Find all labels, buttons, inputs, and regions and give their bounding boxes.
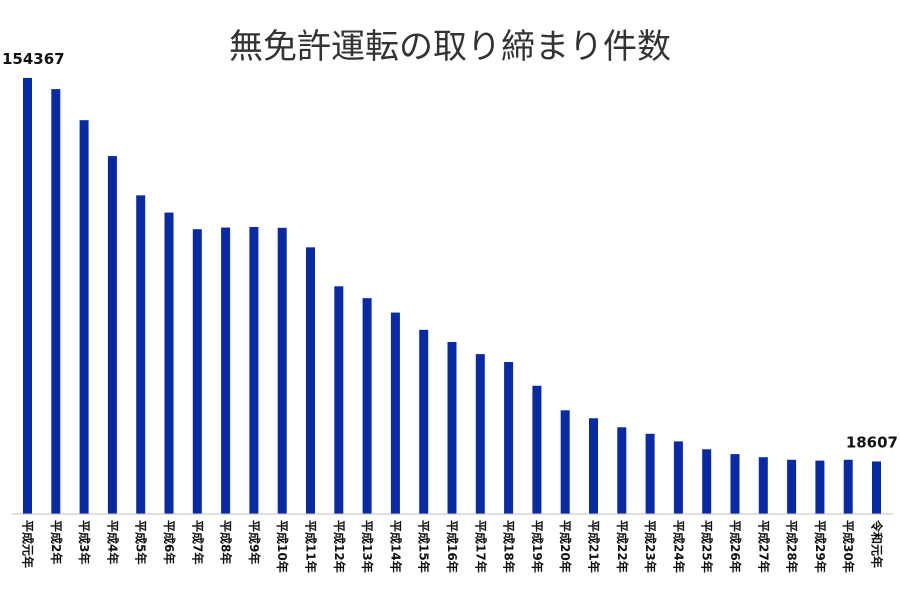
x-tick-label-21: 平成22年 bbox=[615, 520, 630, 573]
bar-18 bbox=[532, 385, 542, 514]
bar-24 bbox=[702, 449, 712, 514]
bar-5 bbox=[164, 212, 174, 514]
x-tick-label-30: 令和元年 bbox=[870, 519, 885, 568]
x-tick-label-10: 平成11年 bbox=[304, 520, 319, 573]
x-tick-label-14: 平成15年 bbox=[417, 520, 432, 573]
bar-14 bbox=[419, 329, 429, 514]
x-tick-label-16: 平成17年 bbox=[473, 520, 488, 573]
bar-20 bbox=[589, 418, 598, 514]
bar-22 bbox=[645, 433, 655, 514]
data-label-0: 154367 bbox=[2, 50, 65, 68]
x-tick-label-5: 平成6年 bbox=[162, 520, 177, 564]
bar-0 bbox=[23, 77, 32, 514]
bar-19 bbox=[560, 410, 570, 514]
x-tick-label-25: 平成26年 bbox=[728, 520, 743, 573]
bar-26 bbox=[758, 457, 768, 514]
bar-8 bbox=[249, 226, 259, 515]
x-tick-label-26: 平成27年 bbox=[756, 520, 771, 573]
x-tick-label-8: 平成9年 bbox=[247, 520, 262, 564]
bar-25 bbox=[730, 454, 740, 514]
bar-21 bbox=[617, 427, 627, 514]
bar-7 bbox=[221, 227, 231, 515]
x-tick-label-20: 平成21年 bbox=[587, 520, 602, 573]
x-tick-label-3: 平成4年 bbox=[105, 520, 120, 564]
bar-10 bbox=[306, 247, 315, 514]
x-tick-label-24: 平成25年 bbox=[700, 520, 715, 573]
x-tick-label-27: 平成28年 bbox=[785, 520, 800, 573]
x-tick-label-29: 平成30年 bbox=[841, 520, 856, 573]
x-tick-label-4: 平成5年 bbox=[134, 520, 149, 564]
bar-9 bbox=[277, 227, 287, 514]
bar-13 bbox=[390, 312, 400, 514]
x-tick-label-6: 平成7年 bbox=[190, 520, 205, 564]
data-labels-group: 154367 18607 bbox=[2, 50, 898, 452]
x-tick-label-1: 平成2年 bbox=[49, 520, 64, 564]
tick-labels-group: 平成元年 平成2年 平成3年 平成4年 平成5年 平成6年 平成7年 平成8年 平成9年 平成10… bbox=[21, 519, 885, 573]
x-tick-label-11: 平成12年 bbox=[332, 520, 347, 573]
chart-title: 無免許運転の取り締まり件数 bbox=[229, 27, 671, 67]
bar-17 bbox=[504, 362, 514, 514]
x-tick-label-17: 平成18年 bbox=[502, 520, 517, 573]
bar-11 bbox=[334, 286, 344, 514]
bar-4 bbox=[136, 195, 146, 514]
bar-16 bbox=[475, 354, 485, 514]
bar-2 bbox=[79, 120, 89, 514]
x-tick-label-7: 平成8年 bbox=[219, 520, 234, 564]
bar-3 bbox=[107, 156, 117, 514]
x-tick-label-9: 平成10年 bbox=[275, 520, 290, 573]
bar-23 bbox=[673, 441, 683, 514]
x-tick-label-18: 平成19年 bbox=[530, 520, 545, 573]
bar-15 bbox=[447, 341, 457, 514]
x-tick-label-0: 平成元年 bbox=[21, 520, 36, 568]
bar-12 bbox=[362, 298, 372, 514]
x-tick-label-2: 平成3年 bbox=[77, 520, 92, 564]
x-tick-label-19: 平成20年 bbox=[558, 520, 573, 573]
x-tick-label-28: 平成29年 bbox=[813, 520, 828, 573]
bar-30 bbox=[872, 461, 881, 514]
bar-28 bbox=[815, 460, 825, 514]
x-tick-label-12: 平成13年 bbox=[360, 520, 375, 573]
bars-group bbox=[23, 77, 881, 515]
bar-1 bbox=[51, 89, 61, 515]
x-tick-label-23: 平成24年 bbox=[671, 520, 686, 573]
x-tick-label-22: 平成23年 bbox=[643, 520, 658, 573]
bar-6 bbox=[192, 229, 202, 515]
bar-29 bbox=[843, 459, 853, 514]
x-tick-label-15: 平成16年 bbox=[445, 520, 460, 573]
bar-27 bbox=[787, 459, 797, 514]
data-label-30: 18607 bbox=[846, 433, 898, 451]
x-tick-label-13: 平成14年 bbox=[388, 520, 403, 573]
